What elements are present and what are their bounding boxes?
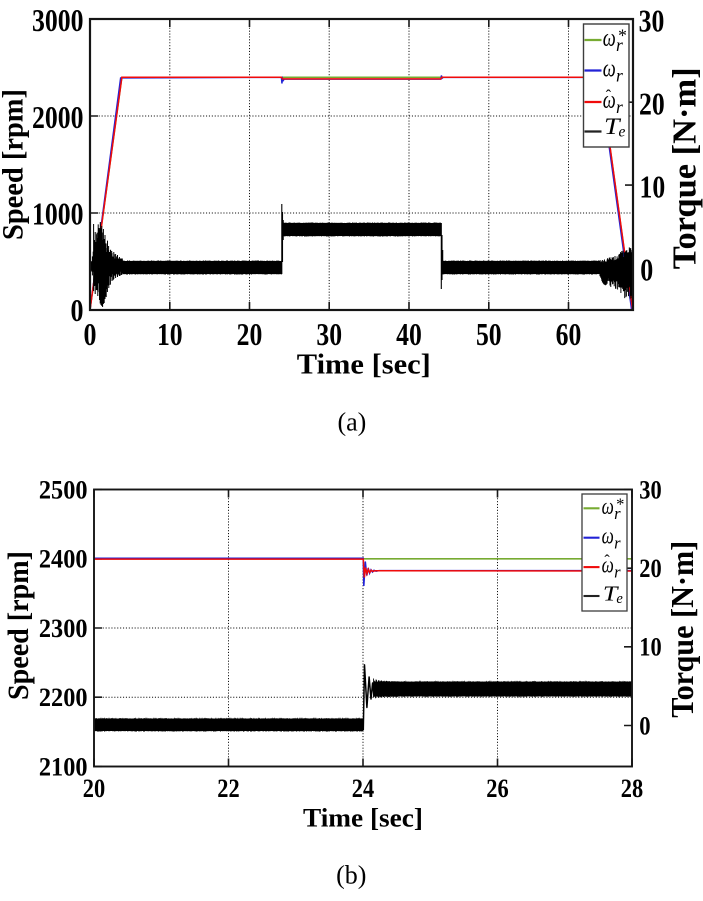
svg-text:20: 20: [237, 317, 263, 352]
svg-text:20: 20: [83, 773, 105, 803]
svg-text:Speed [rpm]: Speed [rpm]: [0, 89, 30, 240]
svg-text:30: 30: [639, 4, 665, 39]
svg-text:*: *: [616, 495, 624, 514]
svg-text:50: 50: [476, 317, 502, 352]
svg-text:28: 28: [621, 773, 643, 803]
svg-text:2200: 2200: [39, 682, 88, 712]
svg-text:10: 10: [639, 632, 661, 662]
svg-text:r: r: [614, 533, 621, 552]
svg-text:22: 22: [217, 773, 239, 803]
svg-text:2400: 2400: [39, 544, 88, 574]
svg-text:ω: ω: [602, 523, 614, 549]
svg-text:Torque [N·m]: Torque [N·m]: [666, 67, 703, 269]
svg-text:2000: 2000: [32, 100, 84, 135]
svg-text:1000: 1000: [32, 197, 84, 232]
svg-text:r: r: [616, 35, 623, 55]
svg-text:r: r: [616, 66, 623, 86]
svg-text:Speed [rpm]: Speed [rpm]: [2, 551, 35, 700]
svg-text:*: *: [618, 25, 627, 45]
svg-text:ω: ω: [603, 55, 616, 82]
svg-text:26: 26: [486, 773, 508, 803]
svg-text:60: 60: [556, 317, 582, 352]
svg-text:Time [sec]: Time [sec]: [303, 804, 423, 833]
svg-text:0: 0: [640, 252, 653, 287]
svg-text:Torque [N·m]: Torque [N·m]: [665, 541, 700, 718]
svg-text:2500: 2500: [39, 474, 88, 504]
svg-text:2100: 2100: [39, 751, 88, 781]
svg-text:ω: ω: [602, 553, 614, 579]
svg-text:r: r: [616, 97, 623, 117]
svg-text:20: 20: [639, 553, 661, 583]
svg-text:0: 0: [71, 293, 84, 328]
svg-text:ˆ: ˆ: [604, 553, 610, 570]
svg-text:e: e: [619, 123, 626, 140]
svg-text:Time [sec]: Time [sec]: [297, 348, 431, 380]
svg-text:10: 10: [640, 169, 666, 204]
svg-text:30: 30: [316, 317, 342, 352]
svg-text:r: r: [614, 504, 621, 523]
svg-text:40: 40: [396, 317, 422, 352]
svg-text:ω: ω: [603, 87, 616, 114]
svg-text:(b): (b): [336, 861, 366, 890]
svg-text:ω: ω: [603, 25, 616, 52]
svg-text:T: T: [603, 582, 620, 606]
svg-text:r: r: [614, 563, 621, 582]
svg-text:30: 30: [639, 474, 661, 504]
svg-text:3000: 3000: [32, 3, 84, 38]
svg-text:T: T: [604, 114, 622, 139]
svg-text:0: 0: [639, 710, 650, 740]
svg-text:2300: 2300: [39, 613, 88, 643]
svg-text:0: 0: [84, 317, 97, 352]
svg-text:e: e: [616, 591, 623, 607]
svg-text:10: 10: [157, 317, 183, 352]
svg-text:ω: ω: [602, 494, 614, 520]
svg-text:20: 20: [639, 87, 665, 122]
svg-text:ˆ: ˆ: [606, 87, 612, 104]
svg-text:24: 24: [352, 773, 374, 803]
svg-text:(a): (a): [337, 407, 366, 436]
